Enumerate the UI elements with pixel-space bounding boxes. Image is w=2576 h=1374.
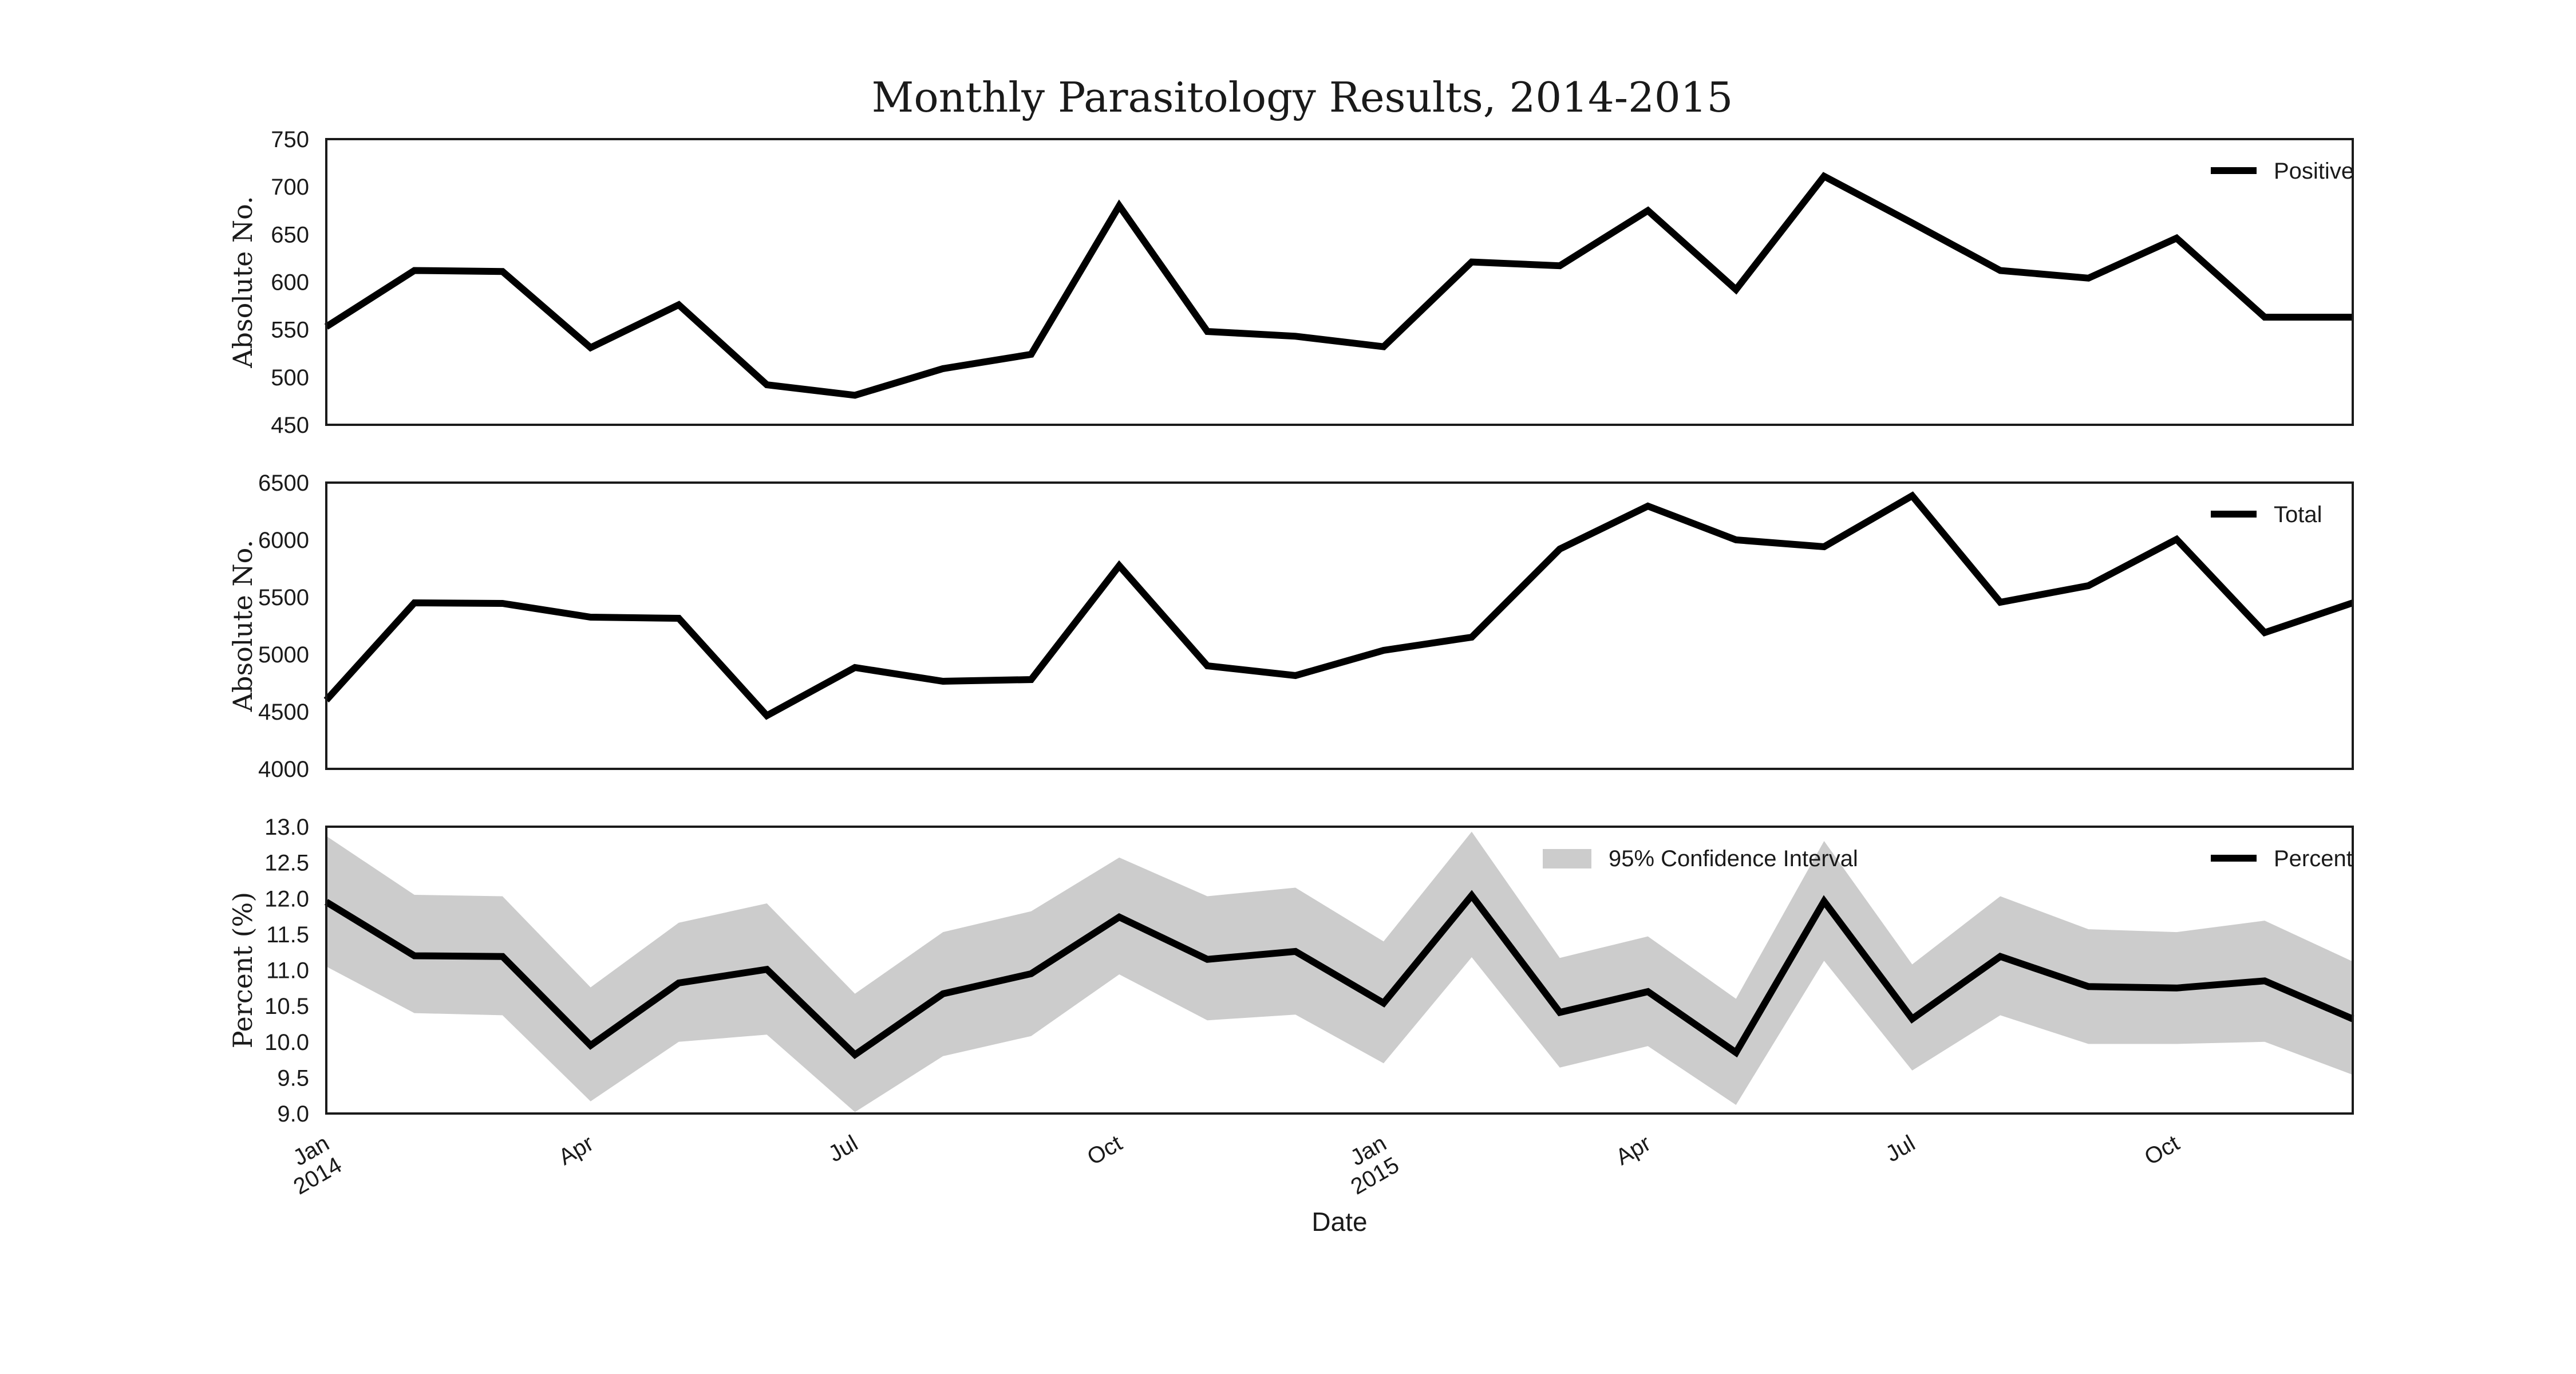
y-tick-label: 9.5 (277, 1065, 309, 1091)
y-tick-label: 10.5 (264, 994, 309, 1019)
series-line-positive (324, 172, 2353, 399)
y-tick-label: 600 (271, 270, 309, 295)
y-tick-label: 12.0 (264, 886, 309, 911)
y-tick-label: 11.0 (266, 958, 309, 984)
y-tick-label: 13.0 (264, 815, 309, 840)
x-tick-label: Apr (1611, 1131, 1655, 1170)
axes-frame (325, 481, 2354, 770)
y-tick-label: 6000 (258, 528, 309, 553)
chart-title: Monthly Parasitology Results, 2014-2015 (872, 73, 1733, 121)
y-tick-label: 12.5 (264, 851, 309, 876)
confidence-band (326, 831, 2353, 1112)
x-axis-label: Date (1311, 1207, 1367, 1237)
y-axis-label: Absolute No. (227, 196, 258, 368)
x-tick-label: Oct (1083, 1131, 1127, 1170)
legend-label-total: Total (2274, 502, 2322, 527)
y-tick-label: 450 (271, 413, 309, 438)
legend-swatch-confidence-interval (1543, 849, 1591, 868)
y-tick-label: 4500 (258, 700, 309, 725)
x-tick-label: Oct (2140, 1131, 2184, 1170)
y-tick-label: 550 (271, 318, 309, 343)
y-axis-label: Absolute No. (227, 540, 258, 712)
legend-label-positive: Positive (2274, 159, 2354, 184)
y-tick-label: 500 (271, 365, 309, 390)
y-tick-label: 650 (271, 222, 309, 247)
panel-3: 9.0 9.5 10.0 10.5 11.0 11.5 12.0 12.5 13.0 Percen… (227, 815, 2354, 1127)
y-tick-label: 700 (271, 175, 309, 200)
series-line-percent (324, 890, 2354, 1060)
axes-frame (325, 138, 2354, 426)
panel-2: 4000 4500 5000 5500 6000 6500 Absolute No. Tota… (227, 471, 2354, 782)
panel-1: 450 500 550 600 650 700 750 Absolute No. Positiv… (227, 127, 2354, 438)
x-tick-label: Jan2014 (276, 1131, 346, 1200)
y-tick-label: 5000 (258, 642, 309, 668)
y-tick-label: 9.0 (277, 1101, 309, 1127)
y-tick-label: 6500 (258, 471, 309, 496)
x-axis-ticks: Jan2014 Apr Jul Oct Jan2015 Apr Jul Oct (276, 1131, 2184, 1200)
x-tick-label: Apr (554, 1131, 598, 1170)
y-tick-label: 750 (271, 127, 309, 152)
legend-label-percent: Percent (2274, 846, 2353, 871)
axes-frame (325, 826, 2354, 1115)
y-tick-label: 5500 (258, 585, 309, 610)
y-tick-label: 4000 (258, 757, 309, 782)
y-tick-label: 11.5 (266, 922, 309, 947)
x-tick-label: Jul (1882, 1131, 1919, 1167)
series-line-total (323, 491, 2354, 720)
y-tick-label: 10.0 (264, 1030, 309, 1055)
legend-label-confidence-interval: 95% Confidence Interval (1609, 846, 1858, 871)
x-tick-label: Jul (824, 1131, 862, 1167)
panels: 450 500 550 600 650 700 750 Absolute No. Positiv… (227, 127, 2354, 1127)
y-axis-label: Percent (%) (227, 892, 258, 1048)
x-tick-label: Jan2015 (1334, 1131, 1403, 1200)
